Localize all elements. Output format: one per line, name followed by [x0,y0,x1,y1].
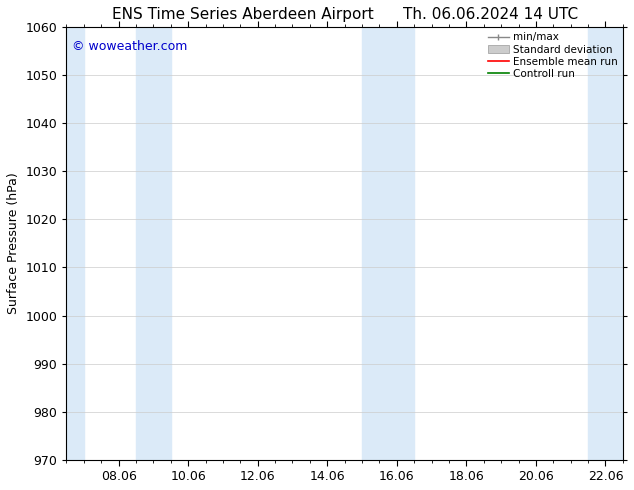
Title: ENS Time Series Aberdeen Airport      Th. 06.06.2024 14 UTC: ENS Time Series Aberdeen Airport Th. 06.… [112,7,578,22]
Bar [588,27,623,460]
Legend: min/max, Standard deviation, Ensemble mean run, Controll run: min/max, Standard deviation, Ensemble me… [486,30,620,81]
Text: © woweather.com: © woweather.com [72,40,187,53]
Bar [362,27,414,460]
Bar [136,27,171,460]
Bar [67,27,84,460]
Y-axis label: Surface Pressure (hPa): Surface Pressure (hPa) [7,172,20,314]
